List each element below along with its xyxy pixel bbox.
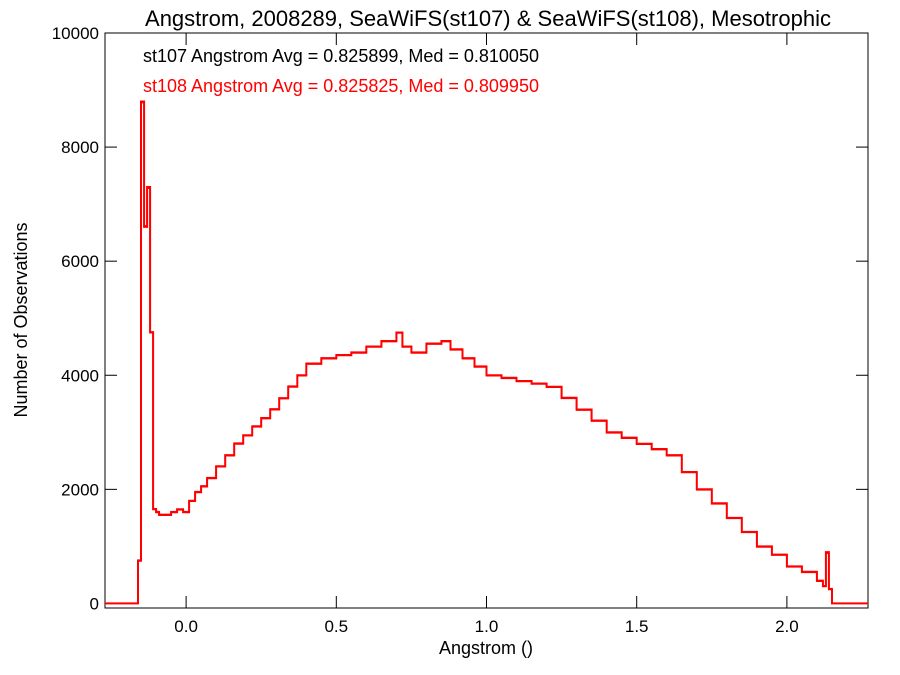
series-layer bbox=[105, 100, 868, 605]
x-tick-label: 2.0 bbox=[775, 617, 799, 636]
series-line bbox=[105, 100, 868, 605]
x-tick-label: 0.5 bbox=[324, 617, 348, 636]
plot-frame bbox=[104, 32, 869, 609]
annotation-st108: st108 Angstrom Avg = 0.825825, Med = 0.8… bbox=[143, 76, 539, 96]
chart-title: Angstrom, 2008289, SeaWiFS(st107) & SeaW… bbox=[145, 6, 831, 31]
y-tick-label: 6000 bbox=[61, 252, 99, 271]
y-tick-label: 4000 bbox=[61, 366, 99, 385]
y-tick-label: 2000 bbox=[61, 480, 99, 499]
series-line bbox=[105, 101, 868, 605]
x-axis-label: Angstrom () bbox=[439, 638, 533, 658]
x-axis: 0.0 0.5 1.0 1.5 2.0 bbox=[174, 33, 799, 636]
x-tick-label: 1.0 bbox=[475, 617, 499, 636]
annotation-st107: st107 Angstrom Avg = 0.825899, Med = 0.8… bbox=[143, 46, 539, 66]
y-axis: 0 2000 4000 6000 8000 10000 bbox=[52, 24, 868, 613]
y-axis-label: Number of Observations bbox=[11, 222, 31, 417]
y-tick-label: 8000 bbox=[61, 138, 99, 157]
y-tick-label: 0 bbox=[90, 594, 99, 613]
x-tick-label: 0.0 bbox=[174, 617, 198, 636]
y-tick-label: 10000 bbox=[52, 24, 99, 43]
x-tick-label: 1.5 bbox=[625, 617, 649, 636]
